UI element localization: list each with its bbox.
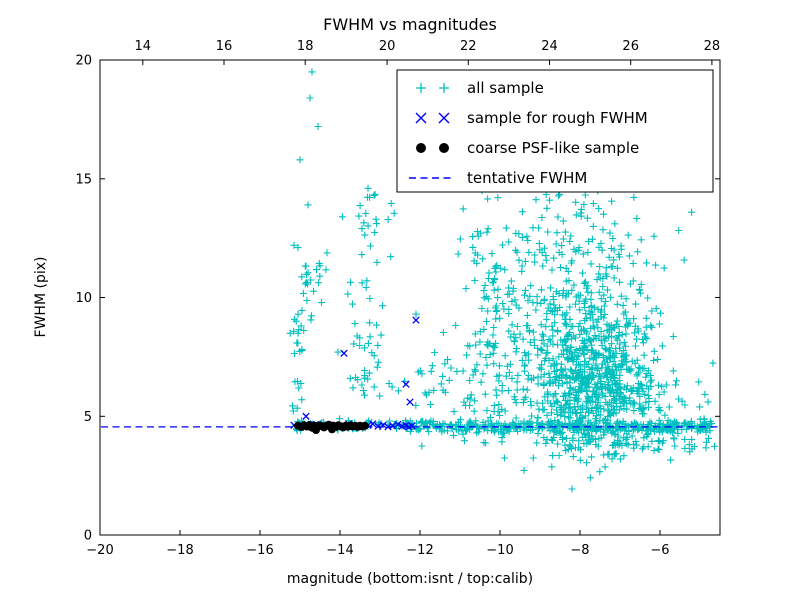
data-point-dot <box>312 426 320 434</box>
data-point-dot <box>360 421 369 430</box>
y-tick-label: 10 <box>75 291 92 306</box>
x-axis-label: magnitude (bottom:isnt / top:calib) <box>287 571 533 587</box>
legend-label: coarse PSF-like sample <box>467 139 639 157</box>
top-tick-label: 18 <box>297 39 314 54</box>
legend-box <box>396 69 714 193</box>
legend-dot-marker-icon <box>416 143 426 153</box>
y-tick-label: 15 <box>75 172 92 187</box>
top-tick-label: 22 <box>460 39 477 54</box>
x-tick-label: −10 <box>486 543 513 558</box>
x-tick-label: −16 <box>246 543 273 558</box>
x-tick-label: −12 <box>406 543 433 558</box>
legend-x-marker-icon <box>438 112 450 124</box>
plot-generated-content: −20 −18 −16 −14 −12 −10 −8 −6 0 5 10 15 20 14 16 18 20 22… <box>75 39 721 558</box>
top-tick-label: 16 <box>216 39 233 54</box>
data-points-plus <box>286 68 718 493</box>
y-tick-label: 5 <box>84 410 92 425</box>
y-tick-label: 20 <box>75 54 92 69</box>
legend-x-marker-icon <box>415 112 427 124</box>
top-tick-label: 20 <box>379 39 396 54</box>
y-axis-label: FWHM (pix) <box>33 257 49 338</box>
y-tick-label: 0 <box>84 529 92 544</box>
legend-label: sample for rough FWHM <box>467 109 648 127</box>
legend-dot-marker-icon <box>439 143 449 153</box>
legend-label: tentative FWHM <box>467 169 587 187</box>
top-tick-label: 24 <box>541 39 558 54</box>
legend-label: all sample <box>467 79 544 97</box>
legend-plus-marker-icon <box>416 83 426 93</box>
top-tick-label: 26 <box>622 39 639 54</box>
top-tick-label: 14 <box>135 39 152 54</box>
data-point-dot <box>328 425 336 434</box>
x-tick-label: −6 <box>650 543 669 558</box>
top-tick-label: 28 <box>704 39 721 54</box>
x-tick-label: −20 <box>86 543 113 558</box>
x-tick-label: −8 <box>570 543 589 558</box>
chart-title: FWHM vs magnitudes <box>323 15 497 34</box>
x-tick-label: −14 <box>326 543 353 558</box>
legend-plus-marker-icon <box>439 83 449 93</box>
x-tick-label: −18 <box>166 543 193 558</box>
